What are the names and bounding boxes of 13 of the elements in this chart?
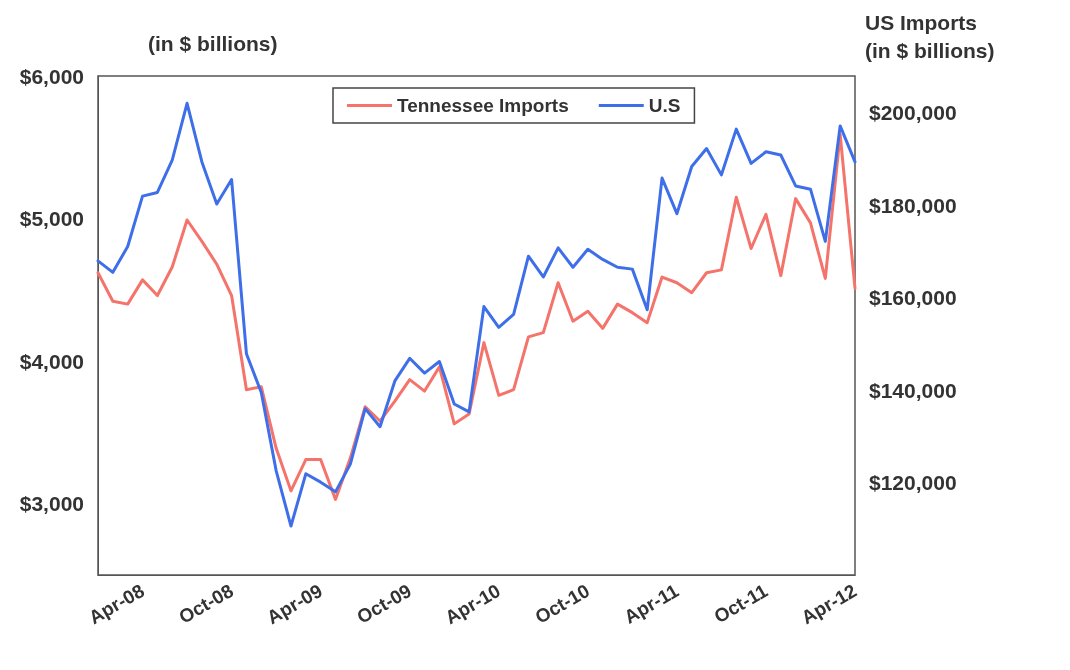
y-axis-title: (in $ billions) [148,32,278,55]
y-tick-label: $6,000 [19,64,84,88]
y-tick-label: $4,000 [19,349,84,373]
y2-tick-label: $160,000 [869,286,957,310]
y2-tick-label: $120,000 [869,471,957,495]
y2-tick-label: $200,000 [869,101,957,125]
legend-label: U.S [648,95,681,116]
y-tick-label: $3,000 [19,492,84,516]
y2-tick-label: $180,000 [869,193,957,217]
y2-tick-label: $140,000 [869,378,957,402]
y2-axis-title: US Imports (in $ billions) [865,10,995,62]
y-tick-label: $5,000 [19,207,84,231]
legend-label: Tennessee Imports [397,95,569,116]
